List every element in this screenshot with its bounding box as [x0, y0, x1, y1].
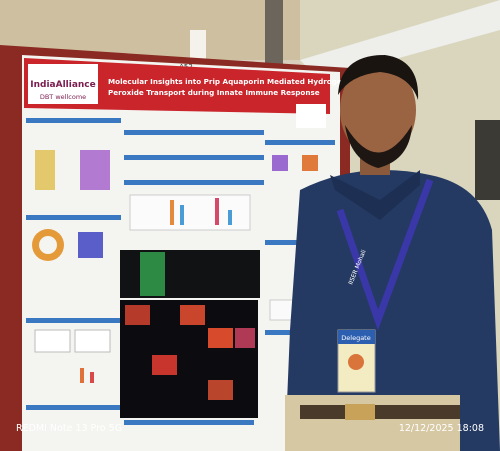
- logo-sub: DBT wellcome: [40, 93, 86, 101]
- badge-band: [338, 330, 375, 344]
- watermark-timestamp: 12/12/2025 18:08: [399, 423, 484, 434]
- poster-header: [24, 58, 330, 114]
- door: [475, 120, 500, 200]
- badge-logo: [348, 354, 364, 370]
- logo-box: [28, 64, 98, 104]
- watermark-device: REDMI Note 13 Pro 5G: [16, 423, 122, 434]
- poster-title: Peroxide Transport during Innate Immune …: [108, 88, 320, 97]
- poster-title: Molecular Insights into Prip Aquaporin M…: [108, 77, 347, 86]
- logo: IndiaAlliance: [30, 80, 96, 90]
- pillar: [265, 0, 283, 80]
- badge-label: Delegate: [341, 334, 370, 342]
- figures: [32, 150, 326, 418]
- ceiling-beam: [300, 0, 500, 80]
- logo-right: [296, 104, 326, 128]
